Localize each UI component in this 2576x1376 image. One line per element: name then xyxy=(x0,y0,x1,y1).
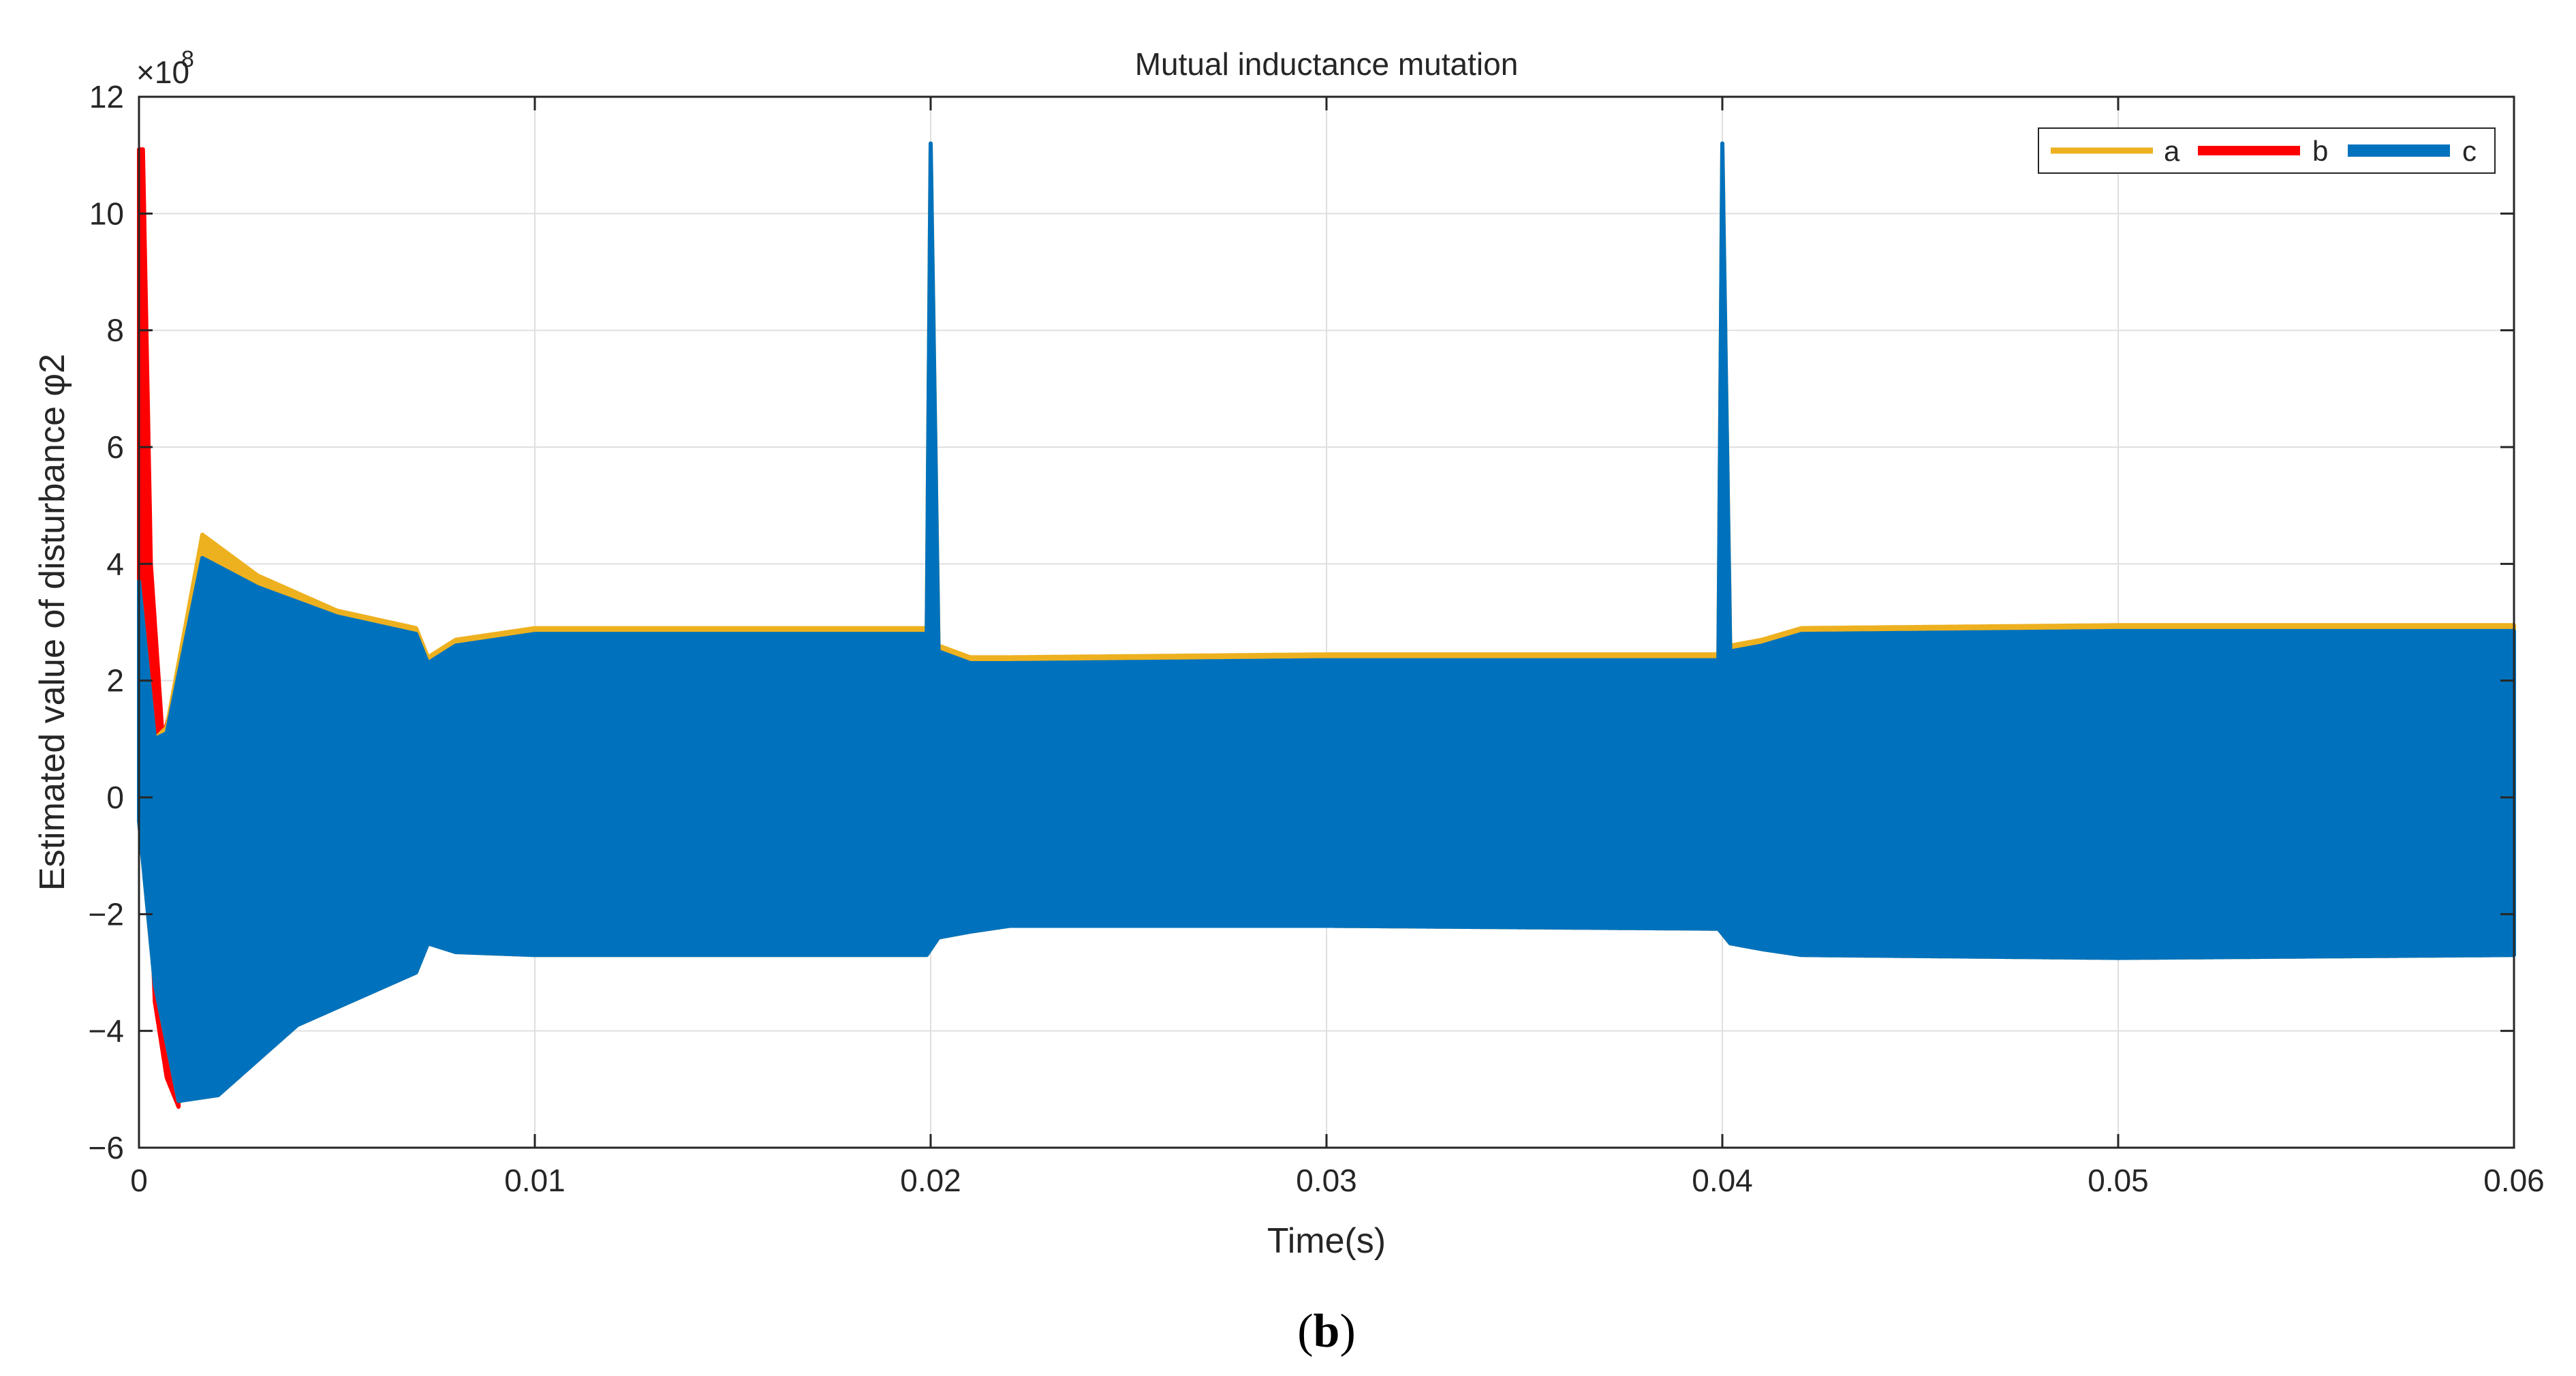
y-tick-label: 12 xyxy=(89,79,124,114)
y-tick-label: −6 xyxy=(89,1130,124,1165)
y-exponent-base: ×10 xyxy=(136,55,189,90)
y-exponent-power: 8 xyxy=(181,46,194,72)
caption-close-paren: ) xyxy=(1339,1305,1355,1358)
y-tick-label: 6 xyxy=(106,429,124,465)
svg-text:(b): (b) xyxy=(1297,1305,1356,1358)
figure-caption: (b) xyxy=(1297,1305,1356,1358)
legend-label-b: b xyxy=(2312,135,2328,167)
x-tick-label: 0 xyxy=(130,1163,148,1198)
x-tick-label: 0.04 xyxy=(1692,1163,1753,1198)
x-tick-label: 0.05 xyxy=(2088,1163,2149,1198)
caption-open-paren: ( xyxy=(1297,1305,1313,1358)
y-tick-label: 4 xyxy=(106,546,124,581)
x-tick-label: 0.01 xyxy=(504,1163,565,1198)
x-axis-label: Time(s) xyxy=(1267,1221,1386,1261)
legend-label-a: a xyxy=(2164,135,2180,167)
y-exponent-label: ×10 8 xyxy=(136,46,194,90)
legend-label-c: c xyxy=(2462,135,2477,167)
y-tick-label: −2 xyxy=(89,896,124,932)
y-axis-label: Estimated value of disturbance φ2 xyxy=(33,354,72,891)
x-tick-label: 0.02 xyxy=(900,1163,961,1198)
legend: a b c xyxy=(2038,127,2496,174)
y-tick-label: 10 xyxy=(89,196,124,231)
caption-letter: b xyxy=(1314,1305,1340,1358)
x-tick-label: 0.06 xyxy=(2483,1163,2545,1198)
y-tick-label: 0 xyxy=(106,780,124,815)
chart-title: Mutual inductance mutation xyxy=(1135,46,1519,82)
y-tick-label: −4 xyxy=(89,1013,124,1049)
axis-ticks: 0 0.01 0.02 0.03 0.04 0.05 0.06 −6 −4 −2 0 2 4 6 8 10 12 xyxy=(89,79,2545,1198)
y-tick-label: 2 xyxy=(106,663,124,699)
x-tick-label: 0.03 xyxy=(1296,1163,1357,1198)
y-tick-label: 8 xyxy=(106,313,124,348)
